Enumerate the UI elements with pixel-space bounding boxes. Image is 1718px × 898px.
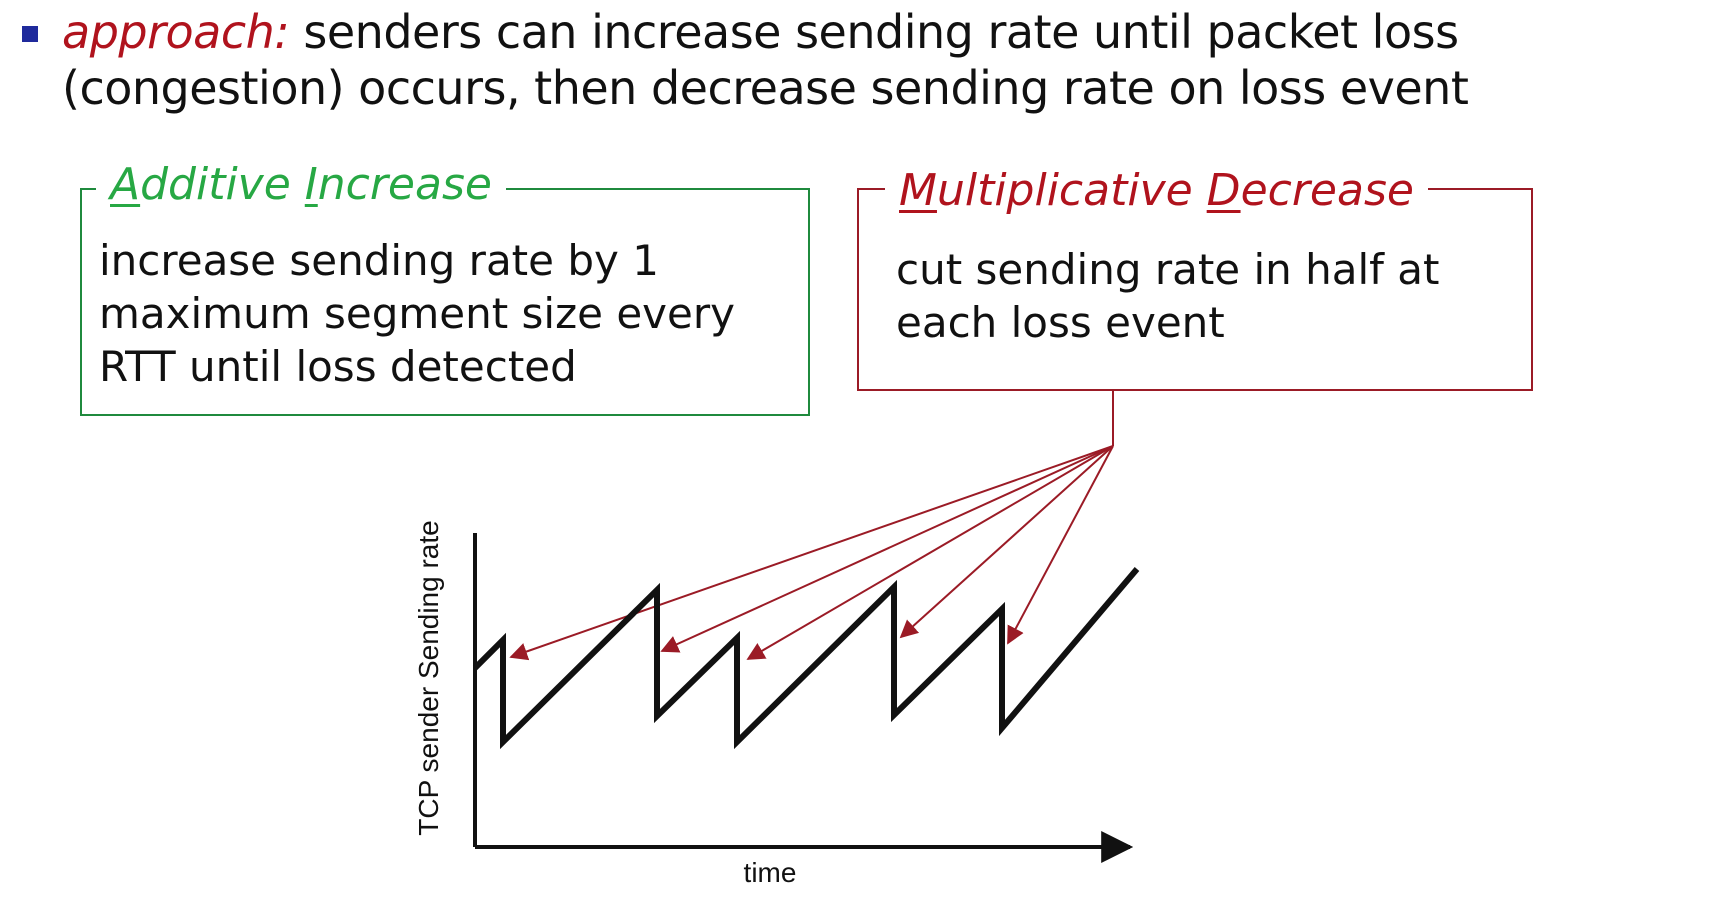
additive-increase-title: Additive Increase	[96, 158, 506, 212]
intro-line-1-rest: senders can increase sending rate until …	[289, 5, 1459, 59]
intro-text: approach: senders can increase sending r…	[62, 4, 1622, 116]
loss-arrow	[1007, 445, 1114, 645]
multiplicative-decrease-box: Multiplicative Decrease cut sending rate…	[857, 164, 1533, 391]
loss-arrow	[746, 445, 1114, 660]
body-line: increase sending rate by 1	[99, 236, 659, 285]
title-part-1: ultiplicative	[936, 165, 1207, 216]
y-axis-label: TCP sender Sending rate	[413, 520, 444, 835]
sending-rate-sawtooth	[472, 567, 1140, 750]
body-line: each loss event	[896, 298, 1225, 347]
x-axis-label: time	[744, 857, 797, 888]
intro-line-2: (congestion) occurs, then decrease sendi…	[62, 61, 1469, 115]
title-letter-a: A	[110, 159, 141, 210]
body-line: maximum segment size every	[99, 289, 735, 338]
intro-lead: approach:	[62, 5, 290, 59]
loss-arrow	[899, 445, 1114, 639]
multiplicative-decrease-title: Multiplicative Decrease	[885, 164, 1428, 218]
loss-arrow	[660, 445, 1114, 653]
loss-arrow	[509, 445, 1114, 661]
title-letter-d: D	[1206, 165, 1241, 216]
title-part-2: ncrease	[317, 159, 492, 210]
loss-event-arrows	[509, 445, 1114, 661]
title-part-2: ecrease	[1240, 165, 1414, 216]
body-line: RTT until loss detected	[99, 342, 577, 391]
body-line: cut sending rate in half at	[896, 245, 1440, 294]
additive-increase-body: increase sending rate by 1 maximum segme…	[99, 234, 779, 393]
bullet-icon	[22, 26, 38, 42]
title-letter-i: I	[304, 159, 318, 210]
additive-increase-box: Additive Increase increase sending rate …	[80, 158, 810, 416]
intro-line-1: approach: senders can increase sending r…	[62, 4, 1622, 60]
title-part-1: dditive	[140, 159, 305, 210]
multiplicative-decrease-body: cut sending rate in half at each loss ev…	[896, 243, 1516, 349]
title-letter-m: M	[899, 165, 937, 216]
